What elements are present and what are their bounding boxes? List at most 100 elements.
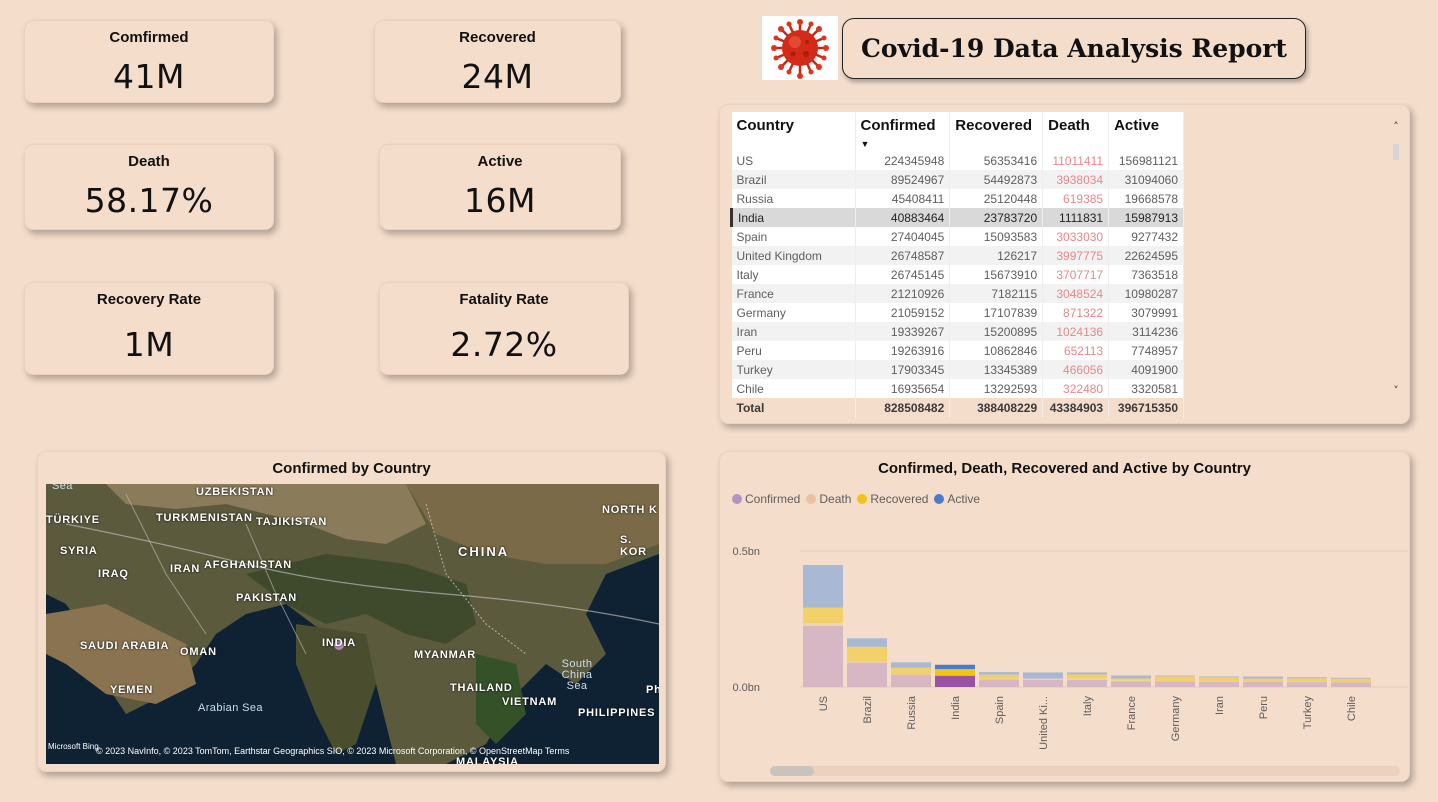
country-cell: Russia (731, 189, 856, 208)
kpi-card-active[interactable]: Active 16M (379, 144, 621, 230)
recovered-cell: 10862846 (949, 341, 1044, 360)
legend-item-recovered[interactable]: Recovered (857, 492, 928, 506)
kpi-card-fatality-rate[interactable]: Fatality Rate 2.72% (379, 282, 629, 375)
table-row[interactable]: Chile 16935654 13292593 322480 3320581 (731, 379, 1184, 398)
table-scrollbar[interactable]: ˄ ˅ (1390, 114, 1402, 406)
death-cell: 3997775 (1042, 246, 1110, 265)
table-row[interactable]: Spain 27404045 15093583 3033030 9277432 (731, 227, 1184, 246)
table-row[interactable]: United Kingdom 26748587 126217 3997775 22624… (731, 246, 1184, 265)
country-cell: India (730, 208, 856, 227)
table-row[interactable]: Russia 45408411 25120448 619385 19668578 (731, 189, 1184, 208)
chart-hscrollbar-thumb[interactable] (770, 766, 814, 776)
legend-item-confirmed[interactable]: Confirmed (732, 492, 800, 506)
death-cell: 322480 (1042, 379, 1110, 398)
bar-confirmed-chile (1331, 682, 1371, 687)
confirmed-cell: 26745145 (855, 265, 951, 284)
column-header-country[interactable]: Country (731, 112, 856, 151)
table-row[interactable]: India 40883464 23783720 1111831 15987913 (730, 208, 1184, 227)
kpi-card-recovery-rate[interactable]: Recovery Rate 1M (24, 282, 274, 375)
confirmed-cell: 45408411 (855, 189, 951, 208)
india-marker[interactable] (334, 640, 344, 650)
table-row[interactable]: Iran 19339267 15200895 1024136 3114236 (731, 322, 1184, 341)
bar-recovered-iran (1199, 677, 1239, 682)
kpi-value: 58.17% (84, 181, 214, 220)
country-table[interactable]: Country Confirmed ▼ Recovered Death Activ… (730, 112, 1184, 418)
total-value: 396715350 (1108, 398, 1184, 418)
table-row[interactable]: US 224345948 56353416 11011411 156981121 (731, 151, 1184, 170)
bar-death-italy (1067, 678, 1107, 680)
scroll-down-icon[interactable]: ˅ (1393, 384, 1399, 397)
kpi-value: 1M (123, 325, 175, 364)
column-header-active[interactable]: Active (1108, 112, 1184, 151)
country-cell: Spain (731, 227, 856, 246)
country-cell: Chile (731, 379, 856, 398)
table-row[interactable]: Germany 21059152 17107839 871322 3079991 (731, 303, 1184, 322)
confirmed-cell: 19263916 (855, 341, 951, 360)
x-tick-label: Brazil (862, 696, 874, 724)
active-cell: 3114236 (1108, 322, 1184, 341)
map-background (46, 484, 659, 764)
confirmed-cell: 19339267 (855, 322, 951, 341)
bar-active-india (935, 664, 975, 670)
kpi-value: 16M (464, 181, 536, 220)
x-tick-label: Turkey (1302, 696, 1314, 730)
column-header-death[interactable]: Death (1042, 112, 1110, 151)
recovered-cell: 15200895 (949, 322, 1044, 341)
country-cell: United Kingdom (731, 246, 856, 265)
bar-active-russia (891, 662, 931, 668)
bar-confirmed-iran (1199, 681, 1239, 687)
x-tick-label: India (950, 695, 962, 720)
bar-death-spain (979, 678, 1019, 680)
chart-hscrollbar[interactable] (770, 766, 1400, 776)
map-label: Ph (646, 684, 659, 696)
map-label: CHINA (458, 544, 510, 559)
report-title: Covid-19 Data Analysis Report (861, 34, 1287, 63)
table-row[interactable]: Brazil 89524967 54492873 3938034 31094060 (731, 170, 1184, 189)
recovered-cell: 25120448 (949, 189, 1044, 208)
scroll-up-icon[interactable]: ˄ (1393, 120, 1399, 133)
x-tick-label: Germany (1170, 696, 1182, 742)
kpi-card-recovered[interactable]: Recovered 24M (374, 20, 621, 103)
country-cell: France (731, 284, 856, 303)
table-row[interactable]: Turkey 17903345 13345389 466056 4091900 (731, 360, 1184, 379)
active-cell: 19668578 (1108, 189, 1184, 208)
bar-death-france (1111, 680, 1151, 682)
confirmed-cell: 27404045 (855, 227, 951, 246)
death-cell: 619385 (1042, 189, 1110, 208)
map-label: TAJIKISTAN (256, 516, 328, 528)
country-cell: Germany (731, 303, 856, 322)
death-cell: 11011411 (1042, 151, 1110, 170)
x-tick-label: Spain (994, 696, 1006, 724)
table-row[interactable]: Italy 26745145 15673910 3707717 7363518 (731, 265, 1184, 284)
recovered-cell: 54492873 (949, 170, 1044, 189)
bar-confirmed-india (935, 675, 975, 687)
legend-item-active[interactable]: Active (934, 492, 980, 506)
confirmed-cell: 89524967 (855, 170, 951, 189)
legend-item-death[interactable]: Death (806, 492, 851, 506)
map-attribution[interactable]: © 2023 NavInfo, © 2023 TomTom, Earthstar… (96, 746, 570, 756)
column-header-confirmed[interactable]: Confirmed ▼ (855, 112, 951, 151)
map-label: PHILIPPINES (578, 707, 656, 719)
scrollbar-thumb[interactable] (1393, 144, 1399, 160)
map-label: THAILAND (450, 682, 513, 694)
map-label: PAKISTAN (236, 592, 297, 604)
confirmed-cell: 17903345 (855, 360, 951, 379)
column-header-recovered[interactable]: Recovered (949, 112, 1044, 151)
map-label: VIETNAM (502, 696, 558, 708)
kpi-card-death[interactable]: Death 58.17% (24, 144, 274, 230)
country-cell: US (731, 151, 856, 170)
bar-active-turkey (1287, 677, 1327, 679)
map-water-label: Arabian Sea (198, 702, 263, 714)
map-label: IRAN (170, 563, 201, 575)
table-row[interactable]: Peru 19263916 10862846 652113 7748957 (731, 341, 1184, 360)
map-view[interactable]: UZBEKISTAN TÜRKIYE TURKMENISTAN TAJIKIST… (46, 484, 659, 764)
death-cell: 3938034 (1042, 170, 1110, 189)
confirmed-cell: 21059152 (855, 303, 951, 322)
table-row[interactable]: France 21210926 7182115 3048524 10980287 (731, 284, 1184, 303)
bar-confirmed-spain (979, 679, 1019, 687)
bar-active-iran (1199, 676, 1239, 678)
kpi-card-confirmed[interactable]: Comfirmed 41M (24, 20, 274, 103)
map-label: SYRIA (60, 545, 98, 557)
death-cell: 3033030 (1042, 227, 1110, 246)
kpi-title: Active (477, 153, 523, 170)
